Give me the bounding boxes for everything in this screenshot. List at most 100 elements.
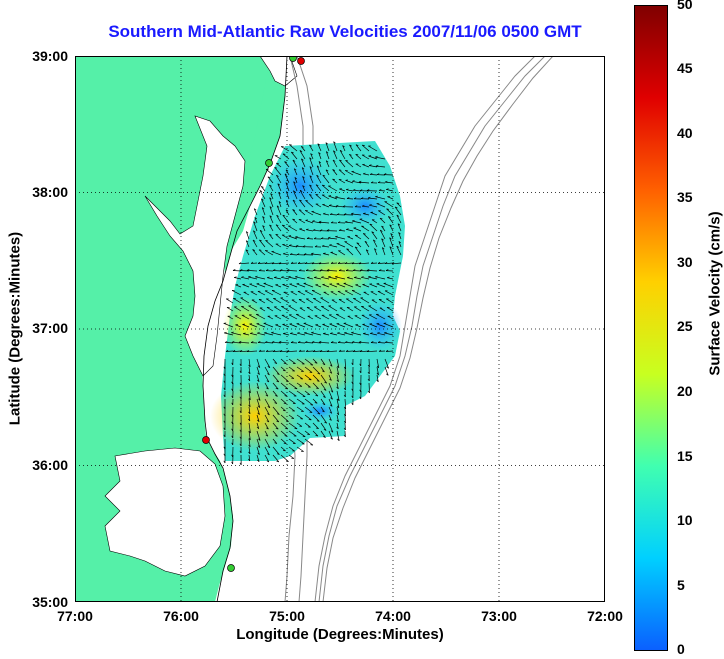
velocity-arrow bbox=[270, 193, 274, 200]
velocity-arrow bbox=[338, 230, 346, 232]
velocity-arrow bbox=[368, 305, 378, 312]
velocity-arrow-head bbox=[295, 235, 298, 238]
velocity-arrow bbox=[259, 239, 266, 248]
velocity-arrow-head bbox=[304, 331, 307, 334]
velocity-arrow bbox=[234, 277, 242, 280]
velocity-arrow bbox=[355, 324, 362, 328]
colorbar-tick-label: 0 bbox=[677, 641, 685, 657]
velocity-arrow bbox=[336, 382, 339, 389]
velocity-arrow bbox=[288, 422, 298, 430]
velocity-arrow bbox=[242, 284, 250, 288]
velocity-arrow bbox=[302, 185, 306, 192]
station-marker[interactable] bbox=[227, 564, 235, 572]
velocity-arrow-head bbox=[279, 269, 283, 271]
velocity-arrow bbox=[381, 247, 386, 256]
velocity-arrow-head bbox=[232, 269, 236, 271]
velocity-arrow-head bbox=[359, 269, 363, 271]
velocity-arrow bbox=[257, 262, 266, 264]
velocity-arrow bbox=[361, 225, 370, 232]
velocity-arrow bbox=[344, 290, 354, 296]
station-marker[interactable] bbox=[265, 159, 273, 167]
velocity-arrow-head bbox=[285, 388, 288, 390]
velocity-arrow-head bbox=[276, 373, 280, 375]
velocity-arrow-head bbox=[274, 166, 278, 169]
velocity-arrow bbox=[391, 262, 402, 265]
velocity-arrow-head bbox=[298, 209, 302, 211]
velocity-arrow bbox=[318, 341, 330, 344]
velocity-arrow-head bbox=[337, 332, 340, 334]
velocity-arrow bbox=[231, 341, 242, 344]
velocity-arrow bbox=[362, 284, 370, 288]
velocity-arrow bbox=[345, 170, 354, 176]
velocity-arrow bbox=[292, 159, 298, 168]
velocity-arrow bbox=[273, 298, 282, 304]
velocity-arrow bbox=[361, 276, 370, 280]
velocity-arrow bbox=[248, 276, 258, 280]
velocity-arrow bbox=[290, 291, 298, 296]
velocity-arrow-head bbox=[248, 364, 251, 368]
velocity-arrow-head bbox=[309, 175, 313, 178]
station-marker[interactable] bbox=[297, 57, 305, 65]
velocity-arrow-head bbox=[257, 419, 260, 422]
velocity-arrow-head bbox=[223, 387, 226, 391]
velocity-arrow-head bbox=[310, 153, 313, 156]
velocity-arrow bbox=[354, 246, 362, 256]
velocity-arrow bbox=[396, 214, 402, 224]
velocity-arrow bbox=[398, 232, 402, 240]
velocity-arrow bbox=[384, 201, 394, 208]
velocity-arrow bbox=[248, 422, 251, 433]
station-marker[interactable] bbox=[202, 436, 210, 444]
y-tick-label: 38:00 bbox=[32, 184, 68, 200]
velocity-arrow bbox=[312, 406, 321, 415]
velocity-arrow bbox=[259, 307, 266, 312]
velocity-arrow-head bbox=[314, 276, 317, 278]
velocity-arrow bbox=[253, 230, 258, 240]
velocity-arrow-head bbox=[359, 189, 363, 192]
velocity-arrow-head bbox=[269, 215, 273, 218]
station-marker[interactable] bbox=[289, 56, 297, 62]
velocity-arrow-head bbox=[283, 442, 287, 444]
velocity-arrow-head bbox=[367, 371, 370, 375]
velocity-arrow-head bbox=[370, 341, 374, 343]
velocity-arrow-head bbox=[292, 159, 296, 162]
velocity-arrow-head bbox=[368, 164, 372, 166]
velocity-arrow-head bbox=[359, 350, 363, 352]
velocity-arrow-head bbox=[266, 168, 269, 171]
velocity-arrow-head bbox=[328, 204, 332, 206]
velocity-arrow-head bbox=[359, 382, 362, 386]
velocity-arrow bbox=[256, 390, 261, 401]
velocity-arrow-head bbox=[329, 404, 333, 407]
velocity-arrow bbox=[351, 341, 362, 344]
velocity-arrow bbox=[379, 217, 386, 224]
bathymetry-contours bbox=[284, 56, 554, 602]
velocity-arrow bbox=[333, 141, 338, 152]
velocity-arrow bbox=[315, 203, 322, 208]
velocity-arrow-head bbox=[272, 269, 276, 271]
velocity-arrow-head bbox=[389, 224, 392, 227]
velocity-arrow-head bbox=[286, 350, 290, 352]
velocity-arrow bbox=[347, 236, 354, 240]
velocity-arrow-head bbox=[252, 249, 256, 251]
velocity-arrow-head bbox=[297, 261, 301, 264]
velocity-arrow bbox=[274, 155, 282, 160]
velocity-arrow-head bbox=[330, 261, 334, 264]
colorbar-title: Surface Velocity (cm/s) bbox=[706, 211, 724, 376]
velocity-arrow bbox=[249, 283, 258, 288]
velocity-arrow-head bbox=[231, 388, 234, 392]
velocity-arrow bbox=[261, 207, 266, 216]
velocity-arrow-head bbox=[344, 220, 348, 223]
velocity-arrow-head bbox=[294, 177, 298, 180]
velocity-arrow-head bbox=[253, 221, 256, 224]
velocity-arrow bbox=[264, 358, 271, 368]
velocity-arrow-head bbox=[354, 205, 358, 208]
velocity-arrow bbox=[312, 382, 319, 389]
velocity-arrow-head bbox=[325, 142, 329, 145]
velocity-arrow bbox=[346, 298, 354, 304]
velocity-arrow-head bbox=[259, 239, 262, 242]
velocity-arrow bbox=[301, 167, 306, 176]
velocity-arrow bbox=[359, 218, 370, 224]
velocity-arrow bbox=[312, 414, 320, 422]
velocity-arrow bbox=[355, 284, 362, 288]
velocity-arrow bbox=[283, 291, 290, 296]
velocity-arrow bbox=[257, 342, 266, 344]
